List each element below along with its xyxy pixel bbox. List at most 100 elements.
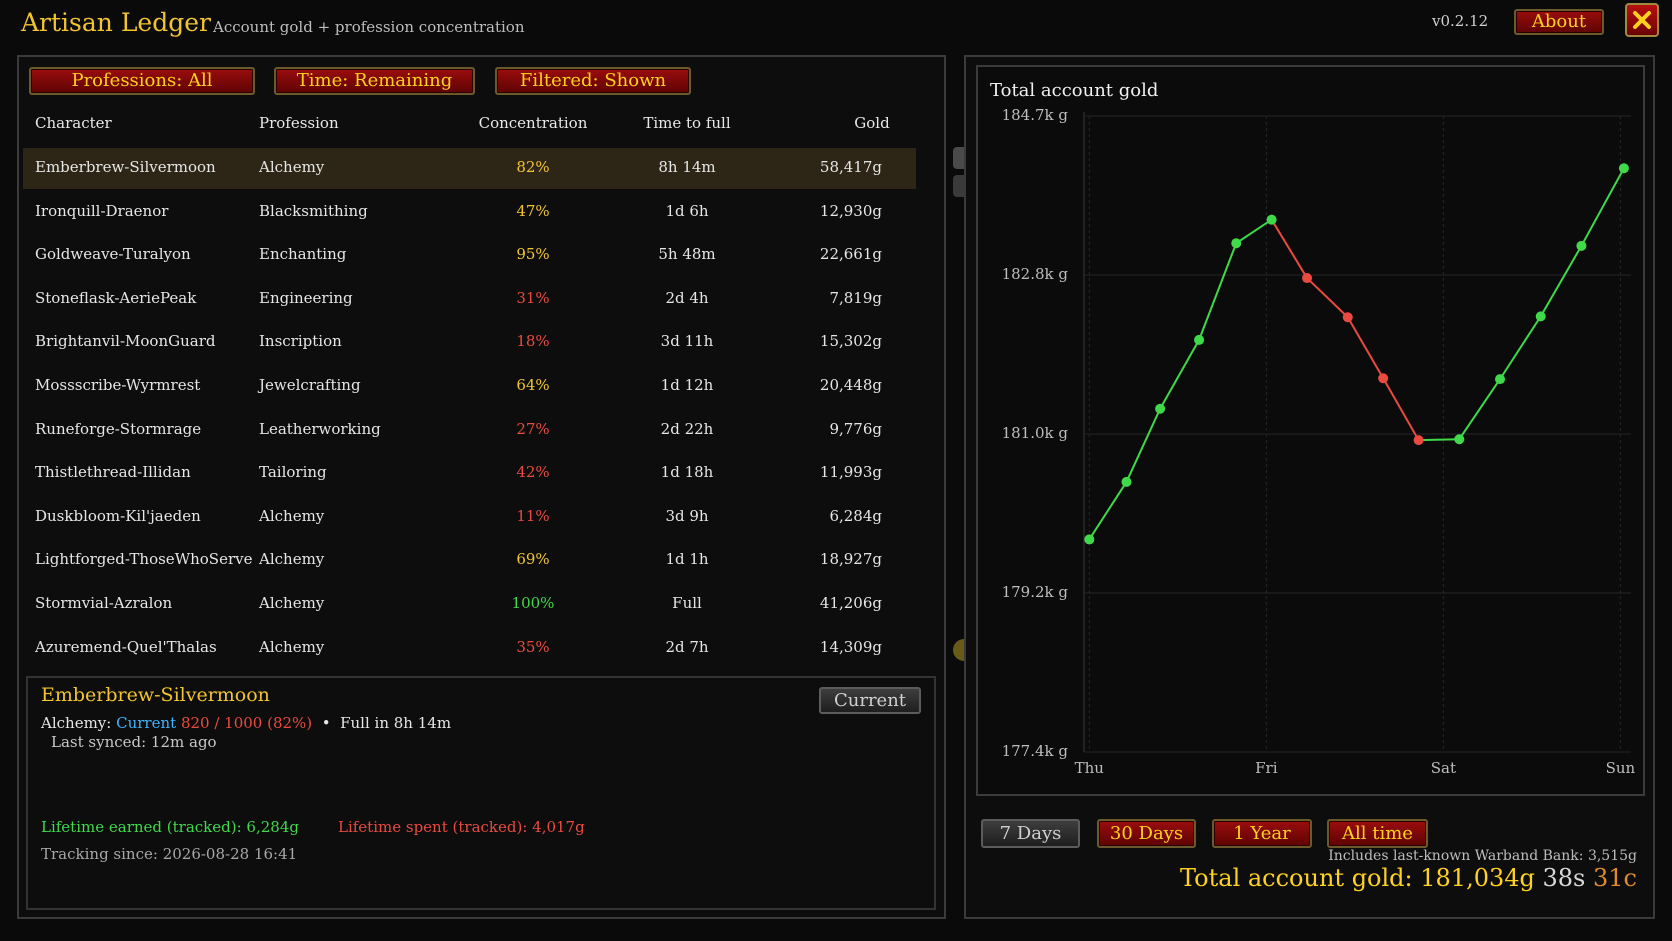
range-button[interactable]: 7 Days [981, 819, 1080, 848]
profession: Alchemy [259, 550, 325, 569]
concentration: 35% [516, 637, 550, 656]
chart-frame [976, 65, 1645, 796]
profession: Alchemy [259, 158, 325, 176]
data-point [1266, 214, 1277, 225]
concentration: 11% [516, 506, 550, 525]
version: v0.2.12 [1432, 12, 1489, 30]
line-segment [1159, 339, 1200, 410]
profession: Leatherworking [259, 419, 381, 438]
lifetime-spent: Lifetime spent (tracked): 4,017g [338, 818, 585, 836]
x-tick-label: Sat [1431, 759, 1456, 777]
time-to-full: 1d 12h [660, 376, 714, 394]
data-point [1535, 311, 1546, 322]
character: Lightforged-ThoseWhoServe [35, 550, 253, 569]
line-segment [1125, 408, 1162, 483]
time-to-full: 2d 4h [665, 288, 709, 307]
filter-button[interactable]: Professions: All [29, 67, 255, 95]
concentration: 42% [516, 463, 550, 482]
full-in: Full in 8h 14m [340, 714, 452, 732]
close-icon [1633, 11, 1651, 29]
current-button[interactable]: Current [819, 687, 921, 714]
time-to-full: 1d 18h [660, 463, 714, 482]
app-title: Artisan Ledger [21, 8, 211, 37]
y-tick-label: 184.7k g [1002, 106, 1069, 124]
total-gold: Total account gold: 181,034g 38s 31c [1180, 864, 1637, 892]
character: Mossscribe-Wyrmrest [35, 376, 201, 394]
gold: 22,661g [819, 245, 882, 264]
line-segment [1580, 167, 1625, 247]
line-segment [1346, 316, 1385, 379]
character: Runeforge-Stormrage [35, 419, 202, 438]
line-segment [1198, 242, 1238, 341]
filter-button[interactable]: Time: Remaining [274, 67, 475, 95]
column-header: Time to full [643, 114, 731, 132]
tracking-since: Tracking since: 2026-08-28 16:41 [41, 845, 298, 863]
line-segment [1418, 438, 1460, 442]
app-subtitle: Account gold + profession concentration [213, 18, 525, 36]
column-header: Gold [854, 114, 890, 132]
character: Thistlethread-Illidan [35, 463, 191, 482]
line-segment [1458, 378, 1501, 440]
last-synced: Last synced: 12m ago [51, 733, 217, 751]
column-header: Profession [259, 114, 339, 132]
x-tick-label: Fri [1255, 759, 1278, 777]
about-button[interactable]: About [1514, 9, 1604, 35]
range-button[interactable]: All time [1327, 819, 1428, 848]
state: Current [116, 714, 177, 732]
time-to-full: 2d 7h [665, 637, 709, 656]
character: Stormvial-Azralon [35, 594, 173, 612]
detail-name: Emberbrew-Silvermoon [41, 684, 270, 706]
profession: Inscription [259, 332, 342, 351]
line-segment [1499, 315, 1542, 380]
line-segment [1088, 481, 1128, 540]
filter-button[interactable]: Filtered: Shown [495, 67, 691, 95]
separator: • [321, 714, 331, 732]
gold: 58,417g [819, 158, 882, 176]
lifetime-earned: Lifetime earned (tracked): 6,284g [41, 818, 299, 836]
character: Emberbrew-Silvermoon [35, 158, 216, 176]
profession: Enchanting [259, 245, 347, 264]
column-header: Character [35, 114, 112, 132]
gold: 9,776g [829, 419, 882, 438]
profession: Tailoring [259, 463, 327, 482]
time-to-full: Full [672, 594, 702, 612]
data-point [1084, 534, 1095, 545]
concentration: 47% [516, 201, 550, 220]
detail-concentration-line: Alchemy: Current 820 / 1000 (82%) • Full… [41, 714, 451, 732]
data-point [1342, 312, 1353, 323]
data-point [1155, 403, 1166, 414]
warband-note: Includes last-known Warband Bank: 3,515g [1328, 848, 1637, 864]
concentration: 18% [516, 332, 550, 351]
time-to-full: 3d 11h [660, 332, 714, 351]
concentration: 64% [516, 376, 550, 394]
data-point [1413, 435, 1424, 446]
time-to-full: 8h 14m [658, 158, 716, 176]
y-tick-label: 179.2k g [1002, 583, 1069, 601]
copper: 31c [1593, 864, 1637, 892]
time-to-full: 3d 9h [665, 506, 709, 525]
gold: 14,309g [819, 637, 882, 656]
data-point [1576, 240, 1587, 251]
character: Duskbloom-Kil'jaeden [35, 506, 201, 525]
concentration: 31% [516, 288, 550, 307]
concentration: 820 / 1000 (82%) [180, 714, 313, 732]
character: Stoneflask-AeriePeak [35, 288, 197, 307]
concentration: 95% [516, 245, 550, 264]
line-segment [1306, 277, 1349, 318]
data-point [1495, 374, 1506, 385]
line-segment [1270, 219, 1308, 279]
character: Azuremend-Quel'Thalas [35, 637, 217, 656]
line-segment [1235, 218, 1273, 245]
line-segment [1382, 377, 1420, 441]
selected-row-highlight [23, 148, 916, 189]
close-button[interactable] [1625, 3, 1659, 37]
range-button[interactable]: 1 Year [1212, 819, 1312, 848]
concentration: 69% [516, 550, 550, 569]
range-button[interactable]: 30 Days [1097, 819, 1196, 848]
y-tick-label: 182.8k g [1002, 265, 1069, 283]
data-point [1454, 434, 1465, 445]
line-segment [1539, 245, 1583, 317]
column-header: Concentration [478, 114, 588, 132]
profession: Blacksmithing [259, 201, 368, 220]
